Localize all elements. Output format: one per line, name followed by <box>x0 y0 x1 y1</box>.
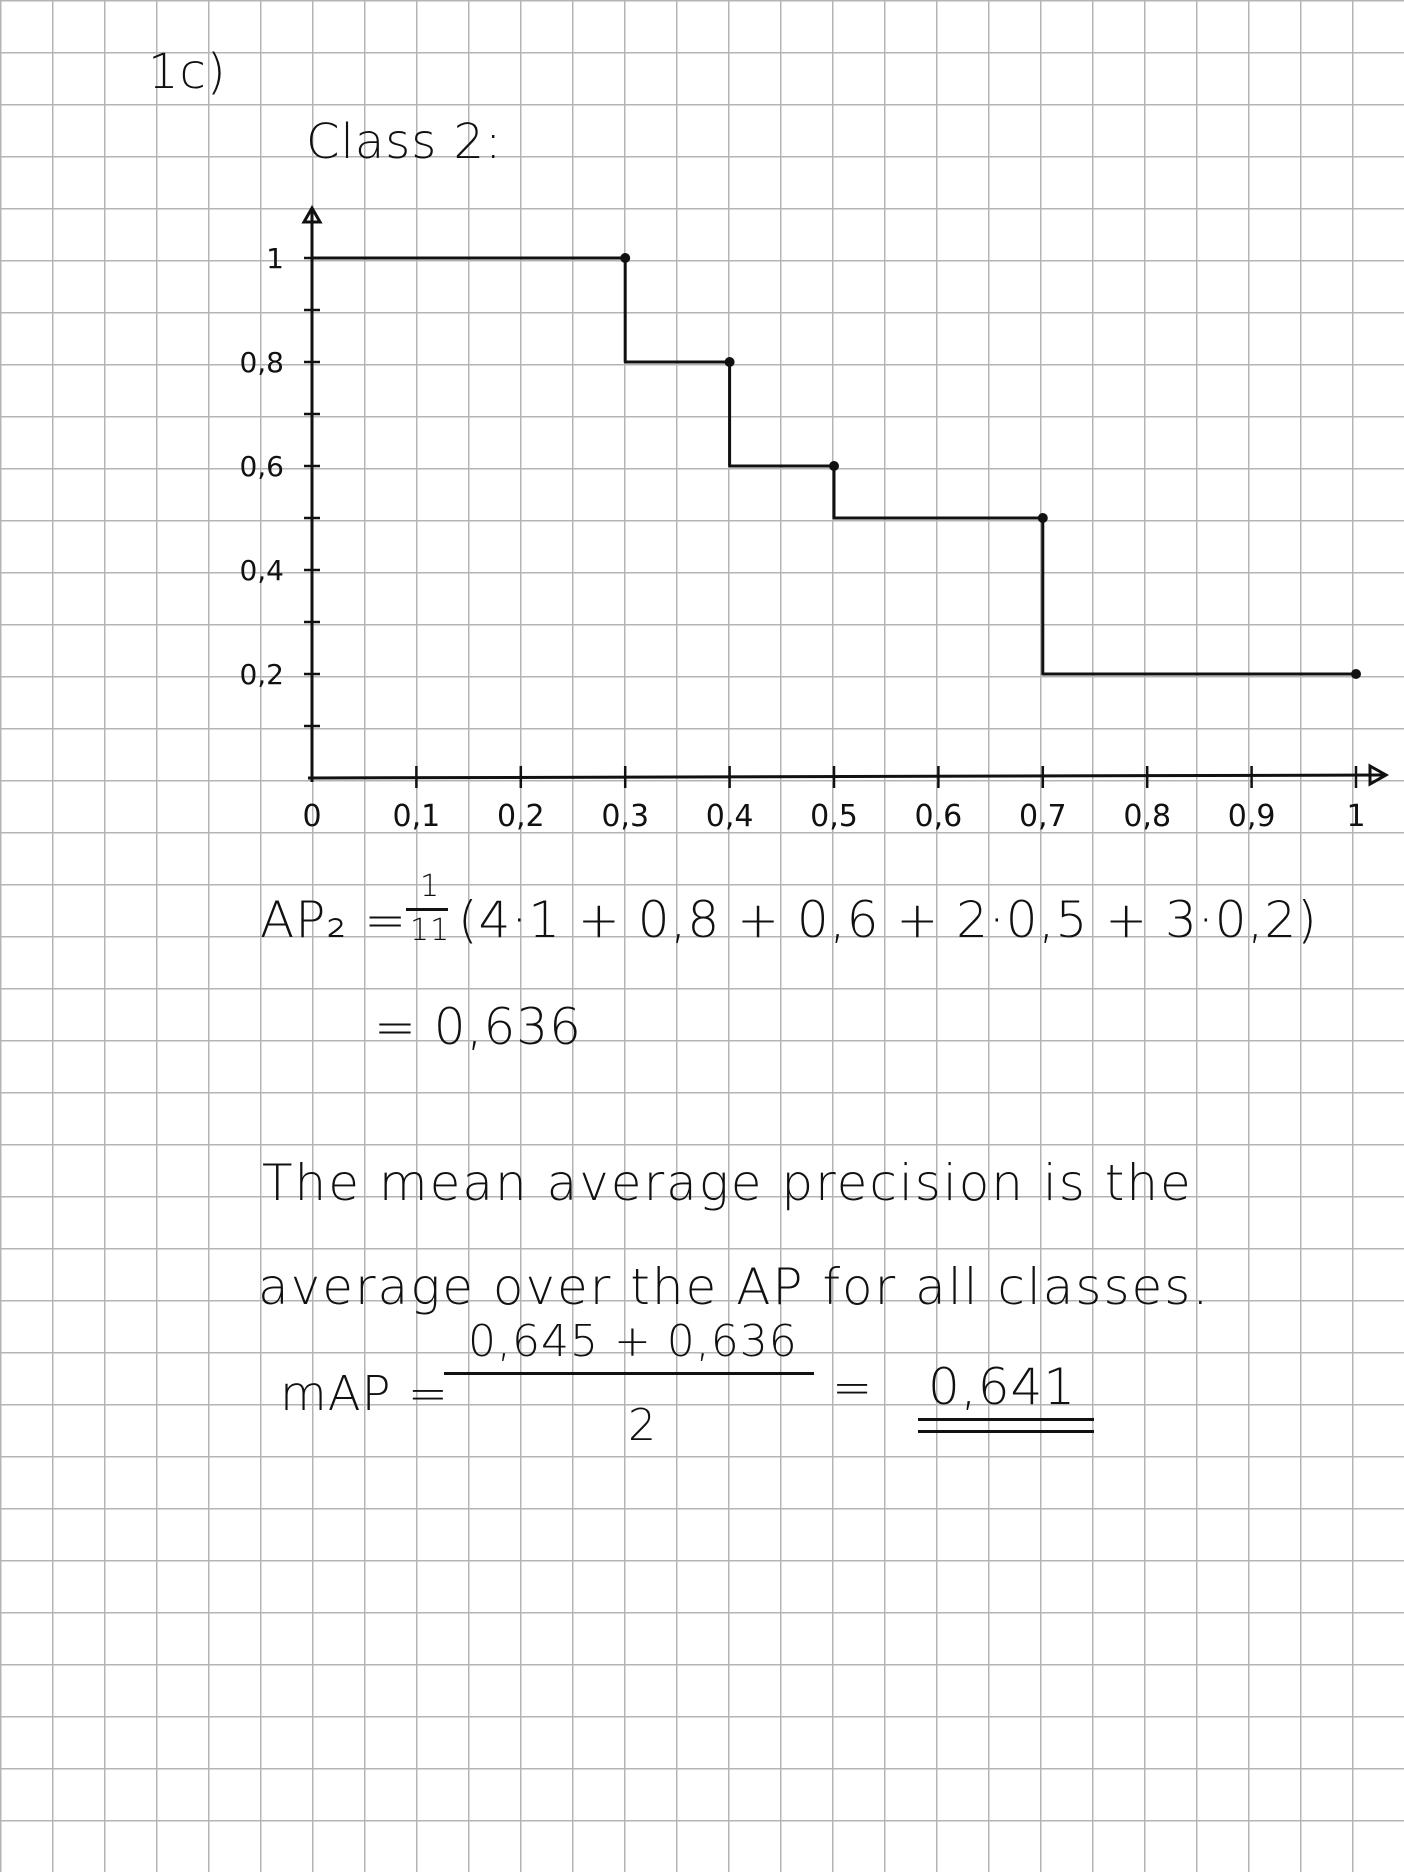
y-tick-label: 0,6 <box>239 450 284 483</box>
map-lhs: mAP = <box>280 1366 450 1422</box>
x-axis-line <box>307 773 1385 780</box>
y-tick-label: 0,8 <box>239 346 284 379</box>
x-tick-label: 0,3 <box>601 799 649 834</box>
data-point-marker <box>1037 513 1048 523</box>
map-result: 0,641 <box>928 1358 1077 1416</box>
ap-result: = 0,636 <box>374 998 582 1056</box>
data-point-marker <box>620 253 631 263</box>
x-tick-label: 0,2 <box>497 799 545 834</box>
x-tick-label: 0,5 <box>810 799 858 834</box>
ap-fraction: 1 11 <box>406 872 450 972</box>
map-equals: = <box>832 1360 874 1416</box>
class-title: Class 2: <box>306 114 503 170</box>
x-tick-label: 1 <box>1346 799 1365 834</box>
precision-recall-curve <box>312 256 1356 676</box>
x-tick-label: 0,1 <box>393 799 441 834</box>
x-axis-arrow <box>1368 763 1390 787</box>
y-tick-label: 0,4 <box>239 554 284 587</box>
map-result-underline-2 <box>918 1430 1094 1433</box>
map-denominator: 2 <box>628 1400 657 1451</box>
y-axis-arrow <box>301 204 323 224</box>
data-point-marker <box>829 461 839 471</box>
ap-fraction-numerator: 1 <box>420 869 441 904</box>
map-fraction-bar <box>444 1372 814 1375</box>
y-tick-label: 0,2 <box>239 658 284 691</box>
explanation-line-2: average over the AP for all classes. <box>258 1258 1211 1316</box>
x-tick-label: 0,8 <box>1123 799 1171 834</box>
x-tick-label: 0,9 <box>1228 799 1276 834</box>
data-point-marker <box>724 357 735 367</box>
explanation-line-1: The mean average precision is the <box>262 1154 1193 1212</box>
problem-label: 1c) <box>148 44 227 100</box>
x-tick-label: 0,4 <box>706 799 754 834</box>
x-tick-label: 0,6 <box>915 799 963 834</box>
ap-fraction-bar <box>406 908 448 911</box>
map-result-underline-1 <box>918 1418 1094 1421</box>
precision-recall-chart: 0 0,1 0,2 0,3 0,4 0,5 0,6 0,7 0,8 0,9 1 0,2 0,4 0,6 0,… <box>239 204 1390 834</box>
data-point-marker <box>1351 669 1361 679</box>
ap-fraction-denominator: 11 <box>410 913 451 948</box>
map-numerator: 0,645 + 0,636 <box>468 1316 798 1367</box>
x-tick-label: 0,7 <box>1019 799 1067 834</box>
y-tick-label: 1 <box>266 242 284 275</box>
x-tick-label: 0 <box>302 799 321 834</box>
ap-expression: (4·1 + 0,8 + 0,6 + 2·0,5 + 3·0,2) <box>458 891 1318 949</box>
ap-lhs: AP₂ = <box>260 891 408 949</box>
